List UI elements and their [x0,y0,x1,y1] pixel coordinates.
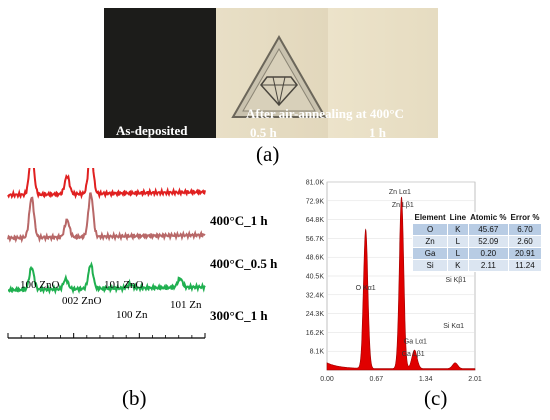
eds-peak-label: Si Kβ1 [445,277,466,284]
panel-b-label: (b) [122,386,147,410]
eds-y-tick-label: 8.1K [310,349,325,356]
eds-table-cell: 52.09 [467,235,510,248]
eds-table-cell: 11.24 [508,259,542,272]
eds-table-cell: 6.70 [508,223,542,236]
eds-y-tick-label: 24.3K [306,311,325,318]
as-deposited-label: As-deposited [116,123,188,138]
sample-photo: As-deposited After air-annealing at 400°… [104,8,438,138]
xrd-peak-label: 101 ZnO [104,279,143,291]
eds-table-cell: 2.60 [508,235,542,248]
panel-a-label: (a) [256,142,280,166]
eds-table-header-cell: Line [447,212,469,224]
eds-table-cell: Zn [411,235,449,248]
eds-y-tick-label: 64.8K [306,217,325,224]
eds-x-tick-label: 0.67 [370,376,384,383]
eds-peak-label: Ga Lβ1 [402,351,425,358]
xrd-series-line [7,192,206,244]
panel-c-label: (c) [424,386,448,410]
xrd-peak-label: 002 ZnO [62,295,101,307]
eds-table-header-cell: Error % [508,212,542,224]
annealing-label: After air-annealing at 400°C [246,106,404,121]
eds-spectrum-area [326,196,476,371]
xrd-series-label: 300°C_1 h [210,308,268,323]
eds-peak-label: Ga Lα1 [404,338,427,345]
eds-y-tick-label: 40.5K [306,274,325,281]
eds-table-header-cell: Atomic % [468,212,509,224]
time-0-5h-label: 0.5 h [250,125,277,138]
eds-table-cell: 0.20 [467,247,510,260]
xrd-series-line [7,261,206,295]
annealed-1h-strip [328,8,438,138]
eds-peak-label: Zn Lα1 [389,189,411,196]
eds-y-tick-label: 32.4K [306,292,325,299]
xrd-peak-label: 100 Zn [116,309,148,321]
eds-table-cell: 2.11 [467,259,510,272]
eds-table-row: O K 45.67 6.70 [411,223,542,236]
eds-table-cell: 45.67 [467,223,510,236]
eds-x-tick-label: 1.34 [419,376,433,383]
eds-table-header-cell: Element [412,212,448,224]
eds-table-cell: 20.91 [508,247,542,260]
eds-x-tick-label: 2.01 [468,376,482,383]
eds-y-tick-label: 16.2K [306,330,325,337]
eds-table-row: Si K 2.11 11.24 [411,259,542,272]
as-deposited-strip [104,8,216,138]
time-1h-label: 1 h [369,125,386,138]
eds-table-header: Element Line Atomic % Error % [412,212,542,224]
xrd-peak-label: 100 ZnO [20,279,59,291]
triangle-logo-icon [231,34,327,118]
eds-table-cell: L [447,247,469,260]
eds-table-row: Ga L 0.20 20.91 [411,247,542,260]
eds-x-tick-label: 0.00 [320,376,334,383]
eds-composition-table: Element Line Atomic % Error % O K 45.67 6.70 Zn… [411,212,542,272]
eds-peak-label: Zn Lβ1 [392,202,414,209]
eds-table-cell: Ga [411,247,449,260]
xrd-series-label: 400°C_1 h [210,213,268,228]
eds-table-cell: O [411,223,449,236]
eds-table-row: Zn L 52.09 2.60 [411,235,542,248]
eds-table-cell: Si [411,259,449,272]
xrd-series-line [7,168,206,200]
eds-table-cell: K [447,223,469,236]
eds-chart: 8.1K 16.2K 24.3K 32.4K 40.5K 48.6K 56.7K 64.8K 7… [306,180,482,384]
xrd-peak-label: 101 Zn [170,299,202,311]
eds-y-tick-label: 48.6K [306,255,325,262]
eds-peak-label: O Kα1 [356,285,376,292]
eds-peak-label: Si Kα1 [443,323,464,330]
eds-y-tick-label: 56.7K [306,236,325,243]
eds-y-tick-label: 72.9K [306,198,325,205]
eds-y-tick-label: 81.0K [306,180,325,187]
eds-table-cell: K [447,259,469,272]
eds-table-cell: L [447,235,469,248]
xrd-series-label: 400°C_0.5 h [210,256,278,271]
